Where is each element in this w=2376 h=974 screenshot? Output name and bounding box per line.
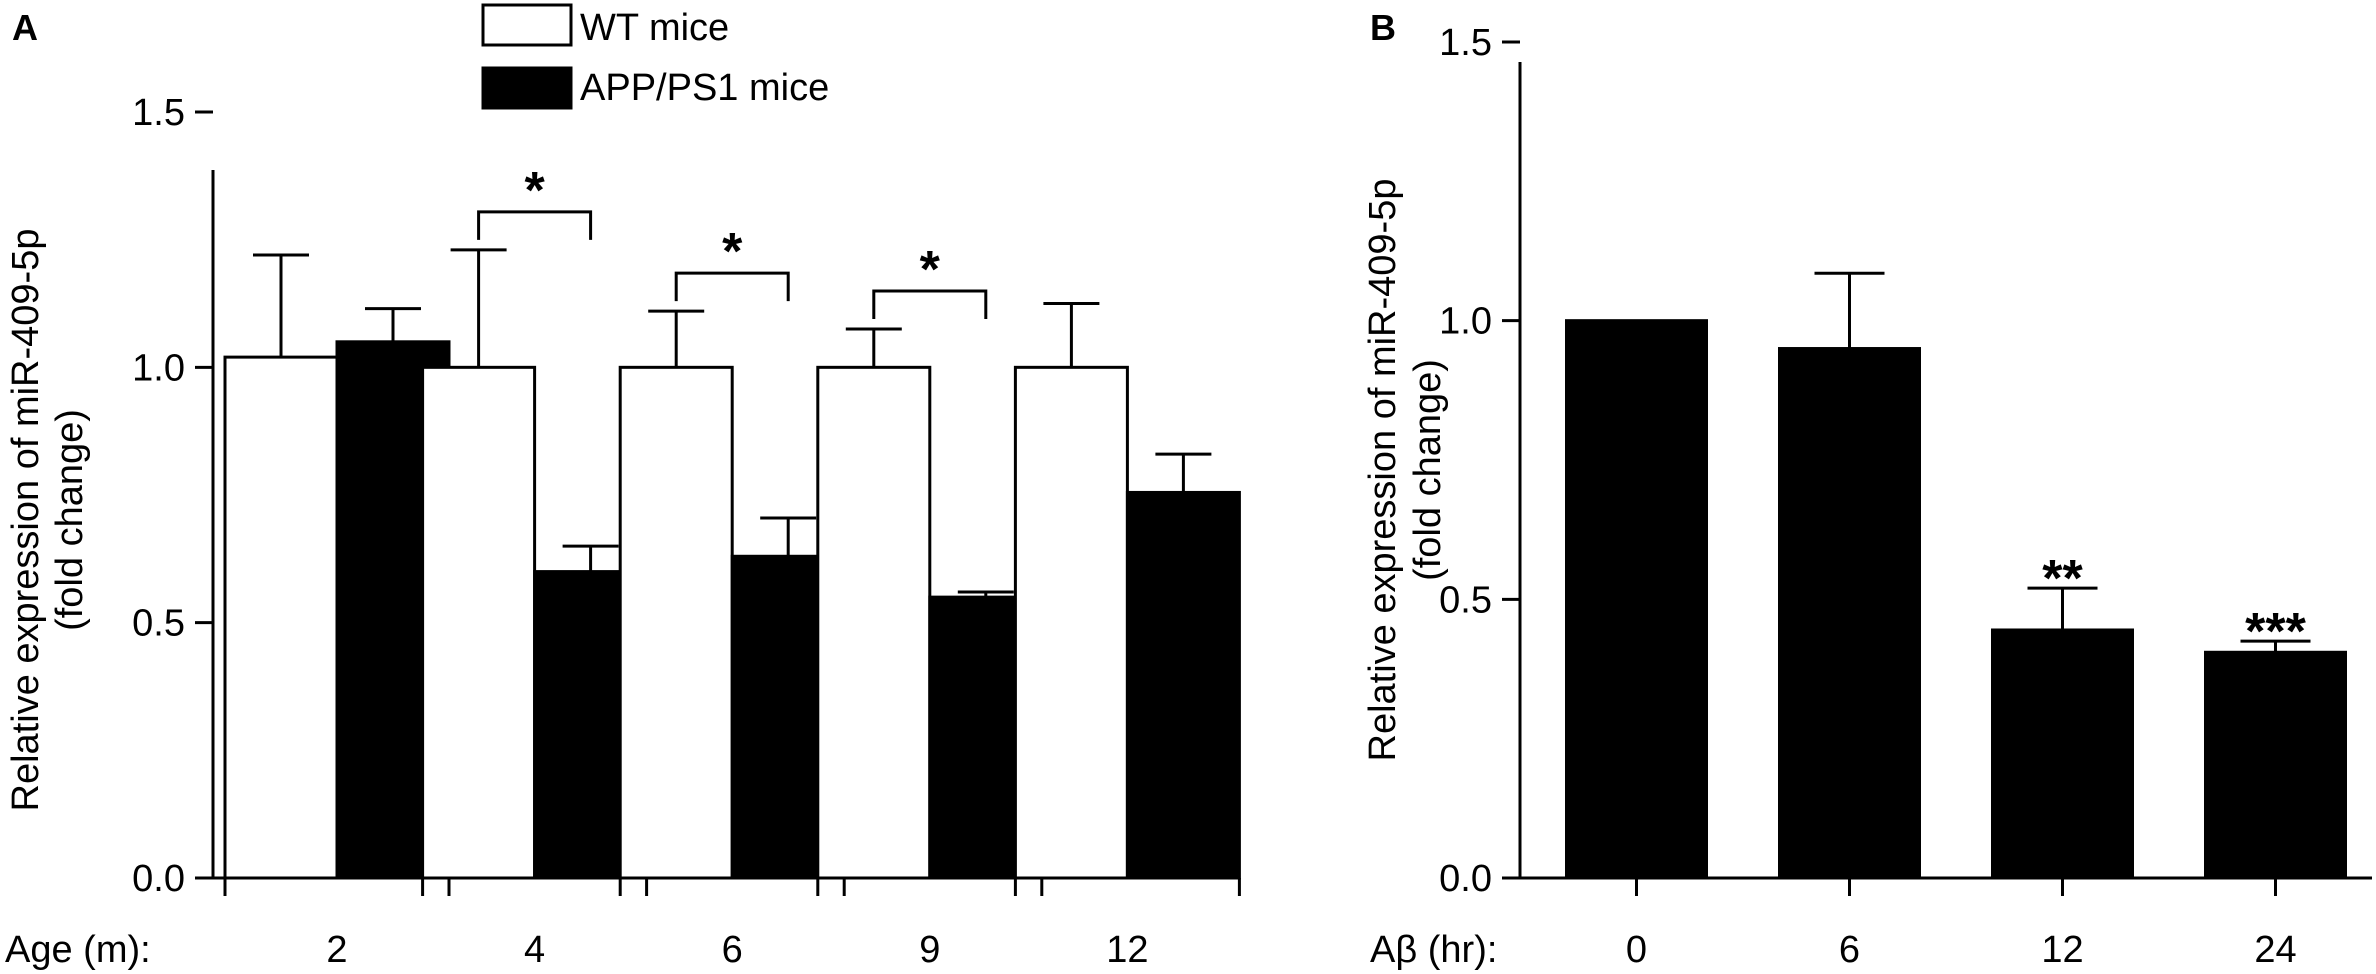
panel-b-bar (1991, 628, 2134, 880)
panel-a-significance: * * * (477, 162, 988, 320)
panel-b-bars (1565, 271, 2347, 880)
panel-b-bar (1565, 319, 1708, 880)
panel-b-x-tick-label: 0 (1626, 929, 1647, 971)
panel-b-y-ticks: 0.0 0.5 1.0 1.5 (1439, 22, 1520, 900)
panel-b-chart: 0.00.51.01.5 0 6 12 24 ***** Aβ (hr): Relat… (1362, 22, 2372, 971)
panel-b-y-tick-label: 1.0 (1439, 301, 1492, 343)
legend-swatch-wt (481, 3, 573, 47)
panel-a-bar (1125, 490, 1241, 880)
panel-a-sig-bracket (872, 289, 988, 320)
panel-a-y-title-line1: Relative expression of miR-409-5p (5, 229, 47, 812)
panel-b-y-tick-label: 0.5 (1439, 579, 1492, 621)
panel-b-x-label: Aβ (hr): (1370, 929, 1497, 971)
panel-a-y-tick-label: 1.5 (132, 92, 185, 134)
panel-a-y-tick-label: 1.0 (132, 347, 185, 389)
panel-a-x-tick-label: 4 (524, 929, 545, 971)
panel-b-significance: ***** (2042, 550, 2306, 661)
panel-a-bar (618, 365, 734, 880)
panel-b-y-title-line1: Relative expression of miR-409-5p (1362, 179, 1404, 762)
panel-a-x-tick-label: 2 (326, 929, 347, 971)
panel-a-letter: A (12, 7, 38, 48)
panel-b-x-tick-label: 24 (2254, 929, 2296, 971)
panel-a-x-tick-label: 9 (919, 929, 940, 971)
panel-b-y-title-line2: (fold change) (1407, 359, 1449, 581)
panel-a-chart: 0.0 0.5 1.0 1.5 2 4 6 9 12 * * * Age (m): Relativ… (5, 92, 1241, 971)
panel-b-sig-star: ** (2042, 550, 2083, 608)
panel-a-sig-star: * (722, 223, 743, 281)
panel-a-y-tick-label: 0.0 (132, 858, 185, 900)
panel-b-x-ticks: 0 6 12 24 (1626, 878, 2297, 971)
panel-a-bars (223, 248, 1241, 880)
panel-a-y-tick-label: 0.5 (132, 603, 185, 645)
legend-swatch-app (481, 66, 573, 110)
panel-a-sig-bracket (477, 210, 593, 240)
panel-a-bar (1013, 365, 1129, 880)
panel-a-x-tick-label: 12 (1106, 929, 1148, 971)
panel-a-sig-star: * (524, 162, 545, 220)
panel-b-x-tick-label: 6 (1839, 929, 1860, 971)
panel-b-x-tick-label: 12 (2041, 929, 2083, 971)
panel-a-sig-star: * (920, 241, 941, 299)
panel-b-bar (2204, 650, 2347, 880)
panel-b-letter: B (1370, 7, 1396, 48)
panel-a-x-ticks: 2 4 6 9 12 (223, 878, 1241, 971)
legend-label-app: APP/PS1 mice (580, 67, 829, 109)
panel-b-sig-star: *** (2245, 603, 2306, 661)
panel-a-bar (421, 365, 537, 880)
panel-a-y-ticks: 0.0 0.5 1.0 1.5 (132, 92, 213, 900)
panel-a-x-label: Age (m): (5, 929, 151, 971)
panel-b-bar (1778, 347, 1921, 880)
panel-a-sig-bracket (674, 271, 790, 302)
panel-b-y-tick-label: 1.5 (1439, 22, 1492, 64)
panel-a-bar (816, 365, 932, 880)
panel-a-x-tick-label: 6 (722, 929, 743, 971)
legend: WT mice APP/PS1 mice (481, 3, 829, 110)
panel-b-y-tick-label: 0.0 (1439, 858, 1492, 900)
legend-label-wt: WT mice (580, 7, 729, 49)
panel-a-y-title-line2: (fold change) (49, 409, 91, 631)
panel-a-bar (223, 355, 339, 880)
